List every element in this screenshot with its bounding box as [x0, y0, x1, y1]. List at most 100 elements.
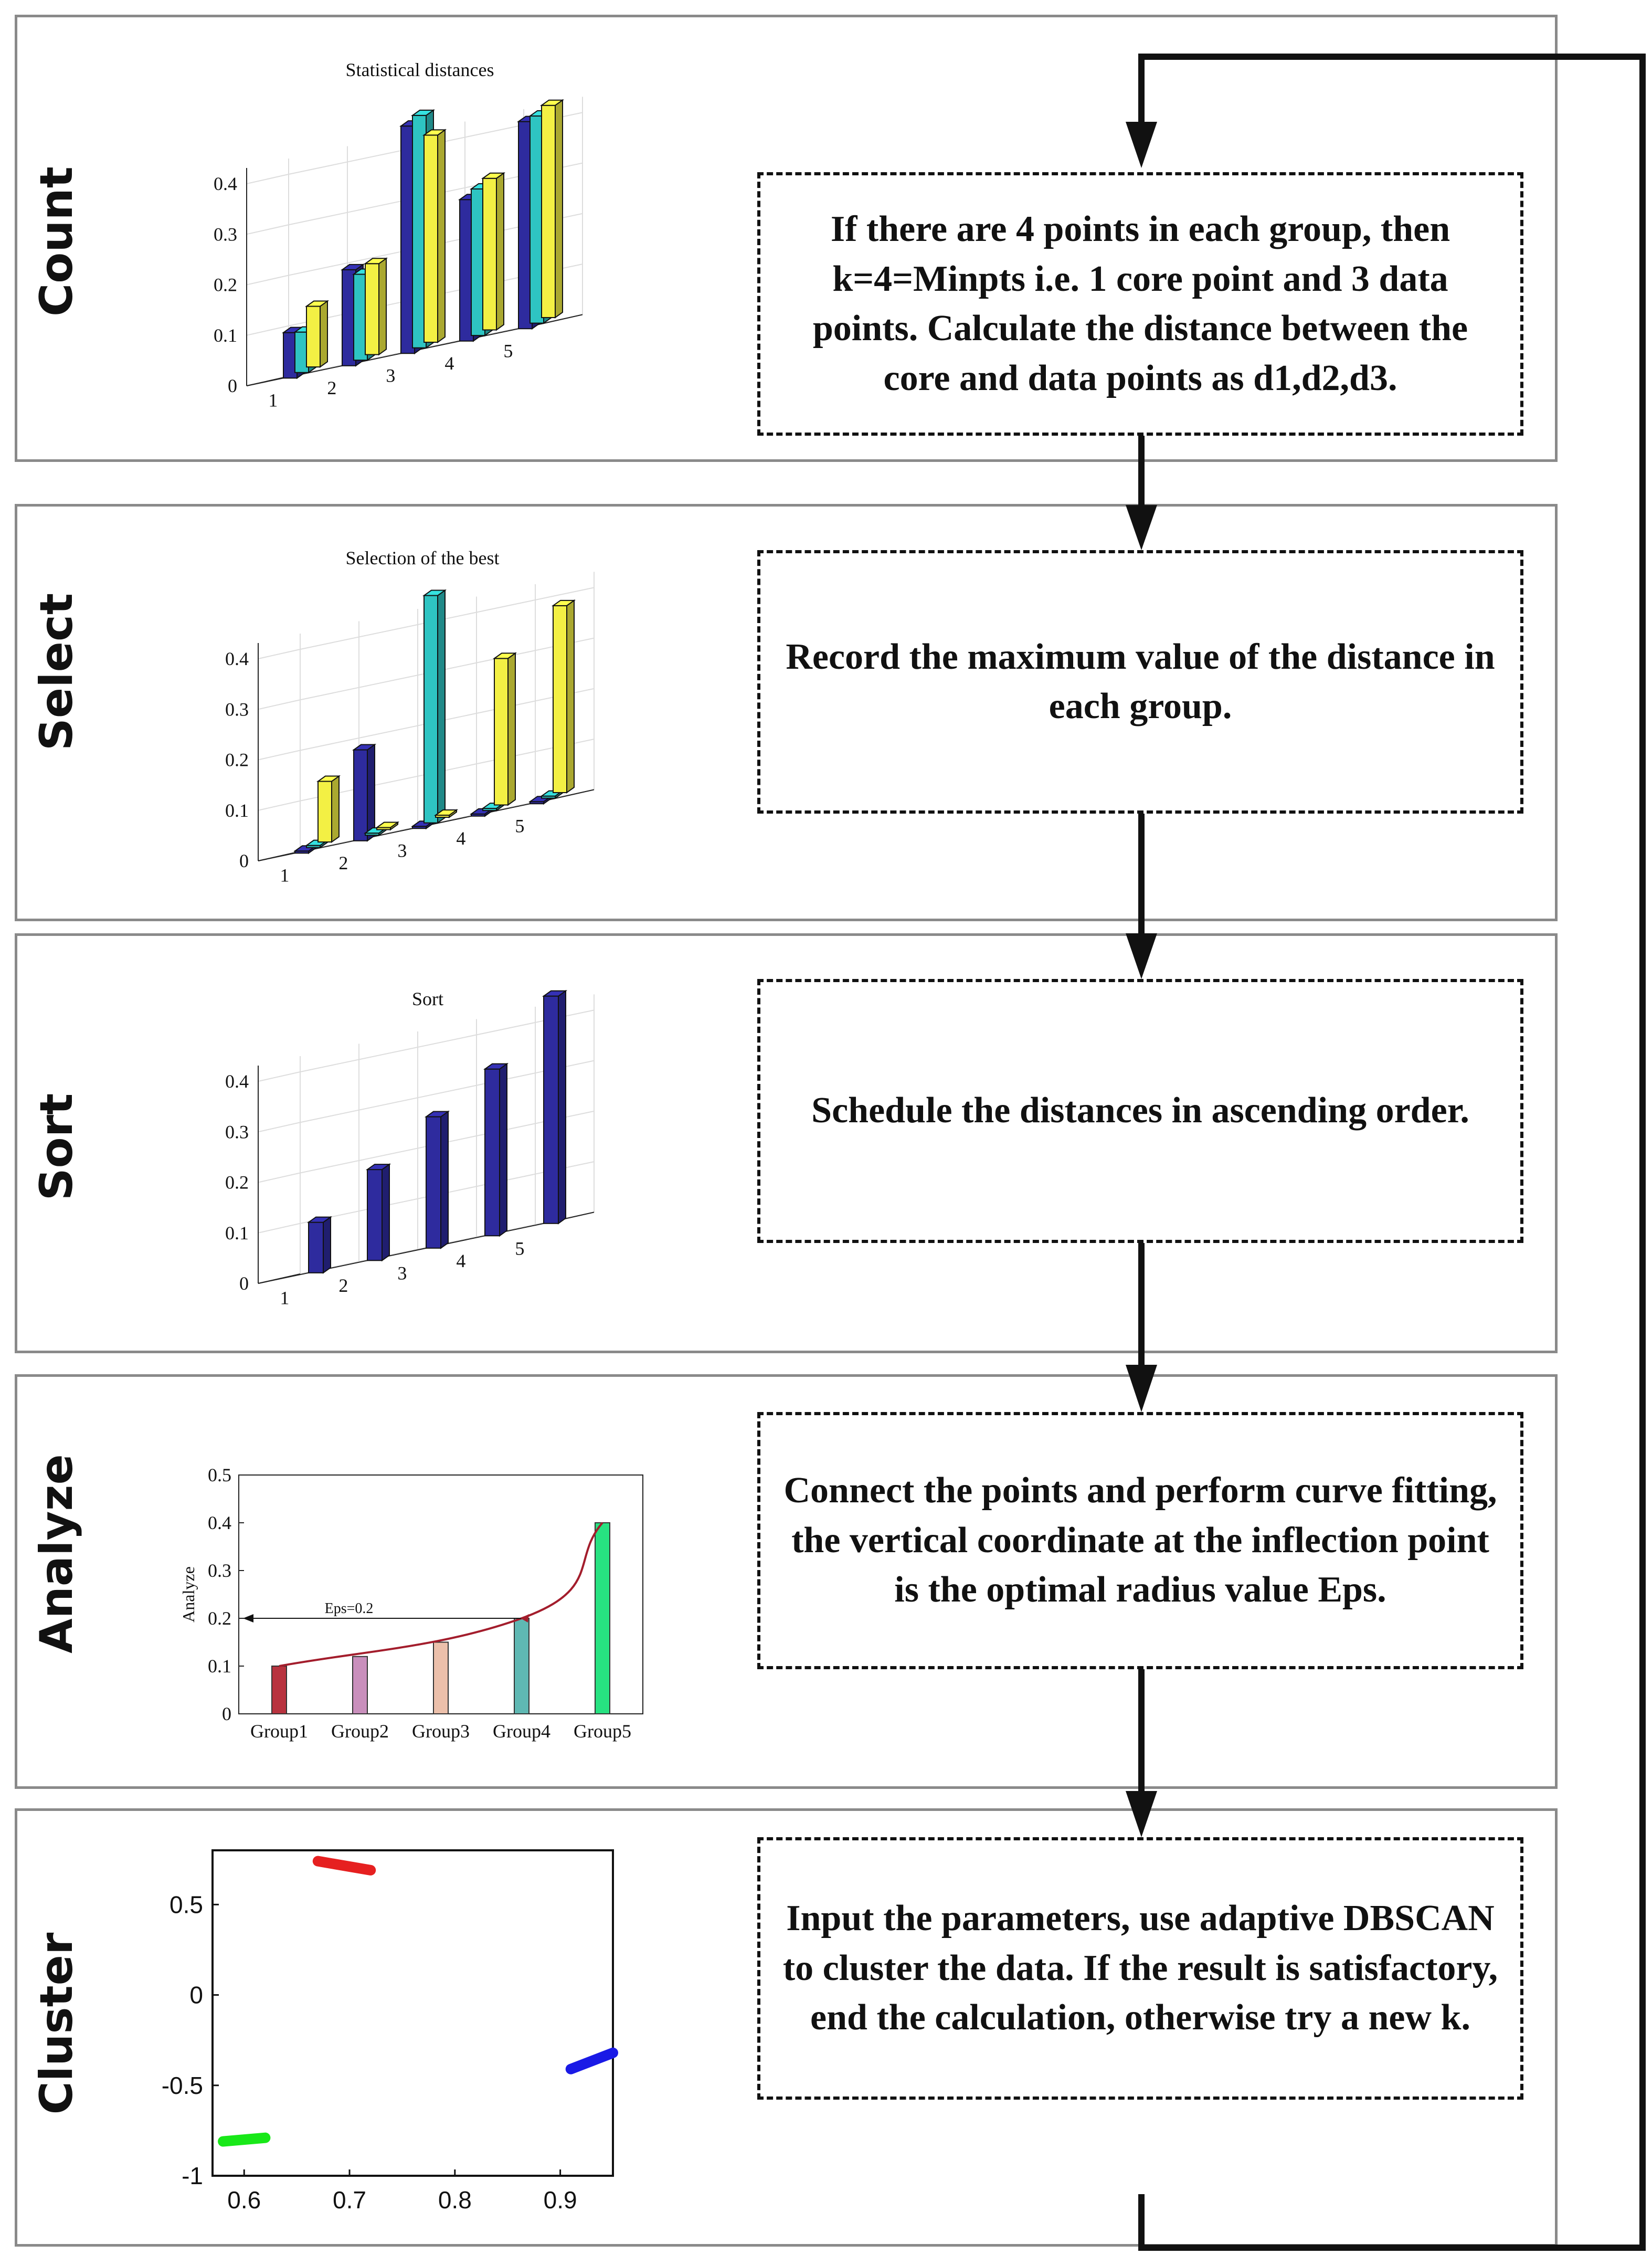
x-tick-label: 0.7: [333, 2186, 366, 2214]
y-tick-label: 0.2: [208, 1608, 231, 1629]
bar-d1-2: [352, 743, 377, 842]
eps-annotation: Eps=0.2: [325, 1600, 374, 1617]
bar-d3-5: [551, 599, 576, 794]
x-tick-label: 1: [268, 389, 278, 410]
y-tick-label: 0.3: [214, 224, 237, 245]
x-tick-label: 4: [444, 353, 454, 374]
x-tick-label: 5: [515, 815, 524, 836]
x-tick-label: Group5: [574, 1721, 631, 1742]
y-tick-label: 0.3: [208, 1560, 231, 1581]
y-tick-label: 0: [222, 1703, 231, 1724]
bar-d3-1: [304, 300, 330, 368]
y-tick-label: 0.2: [225, 1172, 249, 1193]
y-tick-label: -1: [182, 2162, 203, 2189]
x-tick-label: 4: [456, 828, 465, 849]
fitted-curve: [279, 1522, 603, 1667]
eps-arrowhead: [243, 1614, 253, 1623]
x-tick-label: 3: [397, 840, 407, 861]
y-tick-label: 0: [189, 1982, 203, 2009]
y-tick-label: 0: [239, 850, 249, 871]
x-tick-label: 2: [327, 377, 336, 398]
step-text-sort: Schedule the distances in ascending orde…: [811, 1090, 1469, 1131]
x-tick-label: 0.6: [227, 2186, 261, 2214]
x-tick-label: Group2: [331, 1721, 389, 1742]
y-tick-label: 0: [228, 375, 237, 396]
chart-1: 0 0.1 0.2 0.3 0.4 Selection of the best 1 2 3 4 5: [225, 547, 595, 886]
bar-Group2: [352, 1656, 368, 1715]
y-tick-label: 0.4: [214, 173, 237, 194]
bar-sorted-4: [483, 1062, 509, 1237]
x-tick-label: 5: [515, 1238, 524, 1259]
bar-d3-4: [492, 652, 517, 806]
x-tick-label: 5: [503, 340, 513, 361]
arrowhead-1: [1126, 122, 1157, 168]
chart-title: Sort: [412, 988, 443, 1009]
y-tick-label: 0.3: [225, 699, 249, 720]
arrowhead-2: [1126, 505, 1157, 550]
y-tick-label: 0.1: [214, 325, 237, 346]
y-tick-label: 0: [239, 1273, 249, 1294]
step-text-select: Record the maximum value of the distance…: [786, 636, 1495, 727]
bar-d3-5: [539, 99, 565, 319]
y-tick-label: 0.4: [208, 1512, 231, 1533]
arrowhead-5: [1126, 1791, 1157, 1837]
step-box-cluster: Input the parameters, use adaptive DBSCA…: [757, 1837, 1523, 2100]
bar-sorted-2: [365, 1163, 391, 1262]
x-tick-label: Group1: [250, 1721, 308, 1742]
chart-title: Selection of the best: [346, 547, 500, 568]
x-tick-label: 2: [338, 1275, 348, 1296]
y-tick-label: 0.1: [225, 800, 249, 821]
y-tick-label: 0.2: [214, 275, 237, 296]
x-tick-label: 0.9: [544, 2186, 577, 2214]
bar-d3-1: [316, 775, 341, 844]
bar-sorted-5: [542, 989, 568, 1225]
cluster-blue: [565, 2047, 618, 2074]
y-tick-label: 0.5: [170, 1891, 203, 1918]
chart-2: 0 0.1 0.2 0.3 0.4 Sort 1 2 3 4 5: [225, 988, 595, 1308]
step-text-analyze: Connect the points and perform curve fit…: [783, 1470, 1497, 1610]
step-box-count: If there are 4 points in each group, the…: [757, 172, 1523, 436]
loop-line: [1138, 54, 1646, 2251]
cluster-red: [312, 1856, 376, 1876]
bar-sorted-1: [306, 1216, 333, 1274]
inflection-marker: [521, 1614, 529, 1623]
bar-d3-3: [433, 809, 459, 818]
bar-Group5: [595, 1522, 610, 1714]
x-tick-label: Group4: [493, 1721, 550, 1742]
arrowhead-4: [1126, 1365, 1157, 1412]
bar-Group4: [514, 1618, 530, 1714]
bar-d3-3: [422, 129, 447, 343]
x-tick-label: 0.8: [438, 2186, 472, 2214]
x-tick-label: 1: [280, 1287, 289, 1308]
step-text-cluster: Input the parameters, use adaptive DBSCA…: [782, 1898, 1498, 2038]
chart-0: 0 0.1 0.2 0.3 0.4 Statistical distances 1 2 3 4 5: [214, 59, 583, 410]
y-tick-label: 0.4: [225, 648, 249, 669]
arrowhead-3: [1126, 933, 1157, 979]
y-tick-label: 0.1: [225, 1223, 249, 1244]
y-tick-label: 0.3: [225, 1121, 249, 1142]
bar-d2-3: [422, 589, 447, 824]
bar-Group3: [433, 1641, 449, 1714]
x-tick-label: 3: [386, 365, 395, 386]
x-tick-label: 1: [280, 865, 289, 886]
chart-title: Statistical distances: [346, 59, 494, 80]
x-tick-label: 4: [456, 1250, 465, 1271]
y-tick-label: 0.1: [208, 1656, 231, 1677]
bar-sorted-3: [424, 1110, 450, 1249]
step-text-count: If there are 4 points in each group, the…: [812, 209, 1468, 398]
x-tick-label: 3: [397, 1262, 407, 1283]
chart-cluster: 0.6 0.7 0.8 0.9 0.5 0 -0.5 -1: [162, 1849, 618, 2214]
step-box-select: Record the maximum value of the distance…: [757, 550, 1523, 814]
step-box-analyze: Connect the points and perform curve fit…: [757, 1412, 1523, 1669]
y-axis-label: Analyze: [179, 1566, 198, 1623]
bar-d3-2: [363, 257, 388, 356]
x-tick-label: 2: [338, 852, 348, 873]
plot-frame: [211, 1849, 614, 2177]
chart-analyze: 0 0.1 0.2 0.3 0.4 0.5 Group1 Group2 Group3 Group4…: [179, 1465, 643, 1742]
bar-Group1: [271, 1666, 287, 1714]
bar-d3-2: [375, 821, 400, 831]
y-tick-label: 0.4: [225, 1071, 249, 1092]
bar-d3-4: [481, 172, 506, 331]
